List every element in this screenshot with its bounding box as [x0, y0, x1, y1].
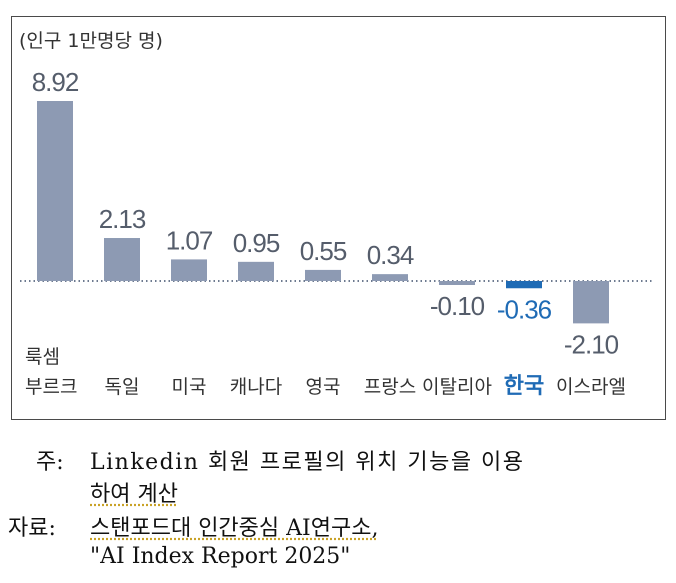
bar-7: [506, 281, 542, 289]
category-label-3-0: 캐나다: [230, 376, 282, 398]
note-line-2: 하여 계산: [90, 482, 178, 507]
value-label-3: 0.95: [233, 228, 280, 258]
bar-4: [305, 269, 341, 281]
value-label-2: 1.07: [166, 225, 213, 255]
category-label-5-0: 프랑스: [364, 376, 416, 398]
source-prefix: 자료:: [8, 516, 56, 541]
category-label-8-0: 이스라엘: [556, 376, 626, 398]
value-label-4: 0.55: [300, 236, 347, 266]
category-label-0-1: 부르크: [25, 376, 77, 398]
bar-1: [104, 238, 140, 281]
value-label-5: 0.34: [367, 240, 414, 270]
unit-label: (인구 1만명당 명): [19, 30, 163, 52]
value-label-1: 2.13: [99, 204, 146, 234]
value-label-7: -0.36: [497, 294, 552, 324]
category-label-6-0: 이탈리아: [422, 376, 492, 398]
value-label-6: -0.10: [430, 291, 485, 321]
source-line-2: "AI Index Report 2025": [90, 544, 351, 569]
bar-5: [372, 274, 408, 281]
value-label-0: 8.92: [32, 67, 79, 97]
bar-3: [238, 261, 274, 281]
note-line-1: Linkedin 회원 프로필의 위치 기능을 이용: [90, 450, 525, 475]
category-label-1-0: 독일: [105, 376, 140, 398]
category-label-0-0: 룩셈: [25, 346, 60, 368]
bar-8: [573, 281, 609, 324]
source-line-1: 스탠포드대 인간중심 AI연구소,: [90, 516, 379, 541]
value-label-8: -2.10: [564, 329, 619, 359]
bar-2: [171, 259, 207, 281]
category-label-2-0: 미국: [172, 376, 207, 398]
bar-0: [37, 101, 73, 281]
category-label-4-0: 영국: [306, 376, 341, 398]
category-label-7-0: 한국: [504, 374, 544, 399]
note-prefix: 주:: [36, 450, 64, 475]
bar-6: [439, 281, 475, 285]
